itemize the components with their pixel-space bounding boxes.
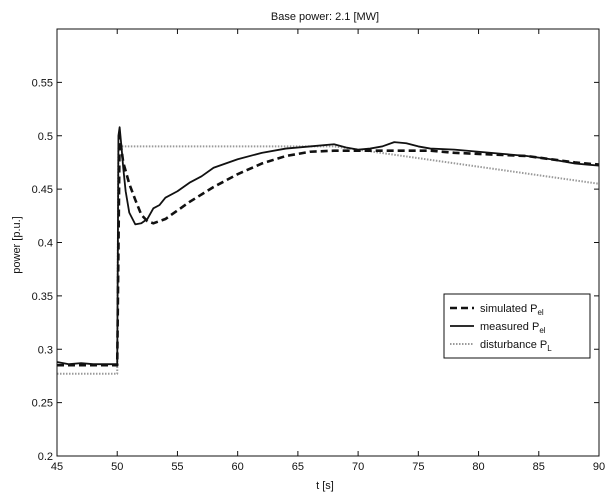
x-tick-label: 50 <box>111 461 123 473</box>
plot-frame <box>56 28 600 457</box>
series-line-dashed <box>57 134 600 367</box>
legend-label: disturbance PL <box>480 339 552 353</box>
axes: 45 50 55 60 65 70 75 80 85 90 0.2 0.25 0.3 0.35 0.4 0.4… <box>32 29 605 473</box>
x-tick-label: 70 <box>352 461 364 473</box>
x-tick-label: 60 <box>232 461 244 473</box>
y-tick-label: 0.5 <box>38 131 53 143</box>
y-axis-title: power [p.u.] <box>11 216 23 273</box>
y-tick-label: 0.3 <box>38 344 53 356</box>
y-tick-label: 0.35 <box>32 291 53 303</box>
legend: simulated Pel measured Pel disturbance PL <box>443 293 591 359</box>
x-tick-label: 55 <box>171 461 183 473</box>
x-tick-label: 80 <box>472 461 484 473</box>
series-line-solid <box>56 126 600 366</box>
y-tick-label: 0.25 <box>32 398 53 410</box>
y-tick-label: 0.4 <box>38 238 53 250</box>
x-tick-label: 65 <box>292 461 304 473</box>
x-tick-label: 45 <box>51 461 63 473</box>
x-tick-label: 90 <box>593 461 605 473</box>
y-tick-label: 0.55 <box>32 77 53 89</box>
x-tick-label: 85 <box>533 461 545 473</box>
y-tick-label: 0.2 <box>38 451 53 463</box>
x-tick-label: 75 <box>412 461 424 473</box>
legend-label: measured Pel <box>480 321 546 335</box>
chart-title: Base power: 2.1 [MW] <box>271 11 379 23</box>
x-axis-title: t [s] <box>316 480 334 492</box>
y-tick-label: 0.45 <box>32 184 53 196</box>
plot-series <box>56 126 600 375</box>
series-line-dotted <box>57 145 600 375</box>
legend-label: simulated Pel <box>480 303 544 317</box>
